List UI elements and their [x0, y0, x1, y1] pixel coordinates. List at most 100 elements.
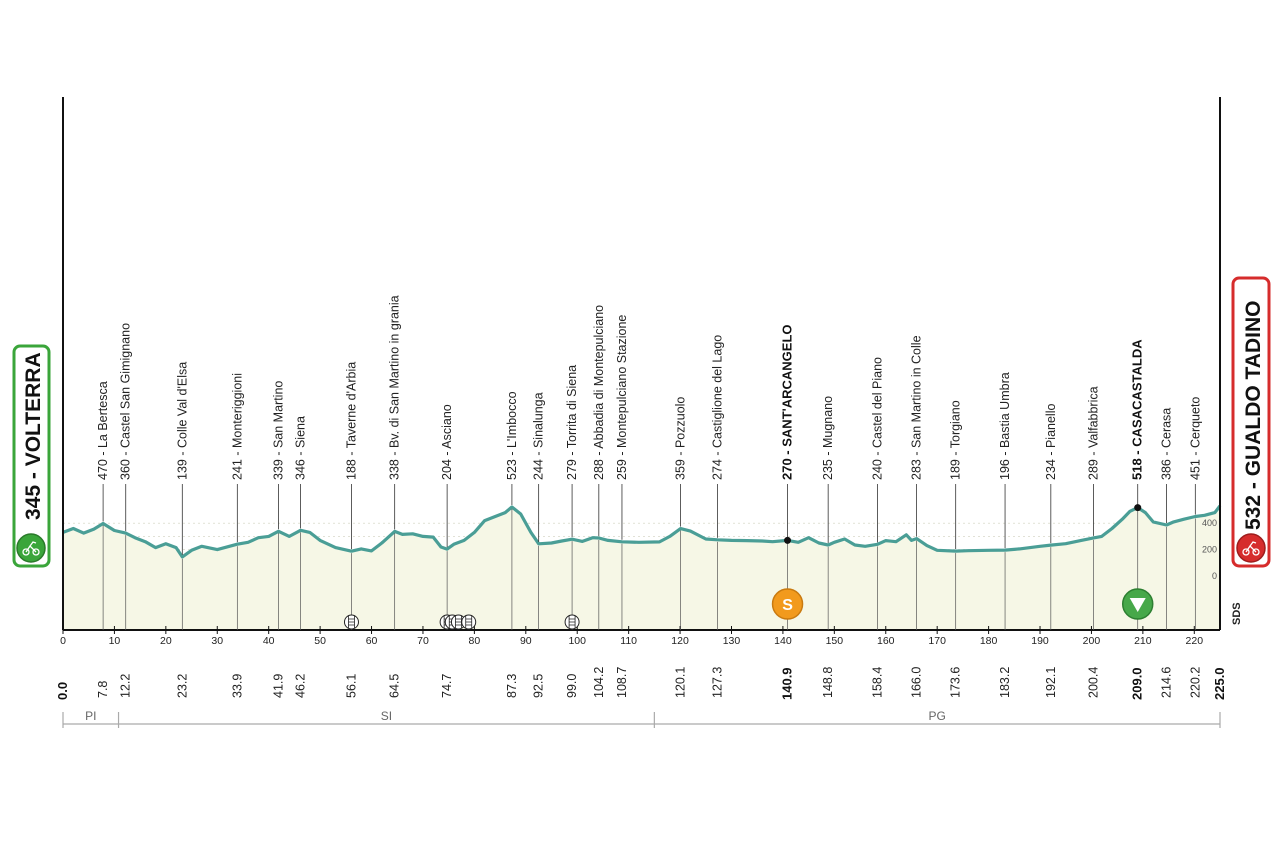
x-tick-label: 60: [366, 635, 378, 647]
place-km-label: 108.7: [615, 667, 629, 698]
province-label: PI: [85, 709, 96, 723]
start-bike-icon: [16, 533, 46, 563]
kom-dot: [1134, 504, 1142, 512]
level-crossing-glyph: [568, 616, 576, 628]
x-tick-label: 20: [160, 635, 172, 647]
finish-bike-icon: [1236, 533, 1266, 563]
place-label: 188 - Taverne d'Arbia: [344, 362, 358, 480]
sprint-icon: [771, 588, 804, 620]
x-tick-label: 0: [60, 635, 66, 647]
place-km-label: 23.2: [175, 674, 189, 698]
y-tick-label: 400: [1202, 518, 1217, 528]
place-label: 196 - Bastia Umbra: [998, 372, 1012, 480]
place-km-label: 220.2: [1188, 667, 1202, 698]
place-label: 289 - Valfabbrica: [1087, 386, 1101, 480]
place-label: 288 - Abbadia di Montepulciano: [592, 305, 606, 480]
province-bar: PI SI PG: [62, 709, 1221, 728]
place-km-label: 12.2: [119, 674, 133, 698]
x-tick-label: 110: [620, 635, 637, 647]
finish-badge: 532 - GUALDO TADINO: [1231, 276, 1271, 568]
finish-label: 532 - GUALDO TADINO: [1242, 301, 1265, 530]
x-tick-label: 40: [263, 635, 275, 647]
x-tick-label: 200: [1083, 635, 1101, 647]
x-tick-label: 80: [469, 635, 481, 647]
x-tick-label: 220: [1186, 635, 1204, 647]
level-crossing-glyph: [348, 616, 355, 628]
place-km-label: 209.0: [1130, 667, 1145, 700]
level-crossing-glyph: [465, 616, 473, 628]
x-tick-label: 120: [671, 635, 689, 647]
place-km-label: 140.9: [780, 667, 795, 700]
place-label: 234 - Pianello: [1044, 404, 1058, 480]
distance-labels: 7.8 12.2 23.2 33.9 41.9 46.2 56.1 64.5 74.7 87.3 9…: [55, 667, 1227, 700]
place-km-label: 148.8: [821, 667, 835, 698]
place-km-label: 173.6: [949, 667, 963, 698]
place-labels: 470 - La Bertesca 360 - Castel San Gimign…: [96, 295, 1202, 630]
place-km-label: 214.6: [1160, 667, 1174, 698]
place-km-label: 166.0: [910, 667, 924, 698]
place-label: 139 - Colle Val d'Elsa: [175, 362, 189, 480]
start-bike-rider-icon: [25, 541, 37, 553]
place-label: 283 - San Martino in Colle: [910, 335, 924, 480]
sprint-symbol: S: [782, 597, 793, 614]
x-tick-label: 160: [877, 635, 895, 647]
province-label: PG: [929, 709, 946, 723]
endpoint-km-label: 225.0: [1212, 667, 1227, 700]
place-km-label: 99.0: [565, 674, 579, 698]
start-bike-wheel-right-icon: [32, 548, 40, 556]
y-tick-label: 200: [1202, 545, 1217, 555]
place-label: 189 - Torgiano: [949, 400, 963, 480]
start-label: 345 - VOLTERRA: [22, 352, 45, 520]
province-label: SI: [381, 709, 392, 723]
place-label: 244 - Sinalunga: [532, 392, 546, 480]
elevation-area: [62, 504, 1222, 630]
place-label: 274 - Castiglione del Lago: [711, 335, 725, 480]
place-km-label: 56.1: [344, 674, 358, 698]
x-tick-label: 70: [417, 635, 429, 647]
x-tick-label: 190: [1031, 635, 1049, 647]
place-label: 259 - Montepulciano Stazione: [615, 315, 629, 480]
place-label: 339 - San Martino: [271, 381, 285, 480]
place-label: 470 - La Bertesca: [96, 381, 110, 480]
x-tick-label: 210: [1134, 635, 1152, 647]
place-label: 359 - Pozzuolo: [674, 397, 688, 480]
place-km-label: 41.9: [271, 674, 285, 698]
place-label: 451 - Cerqueto: [1188, 397, 1202, 480]
x-tick-label: 150: [826, 635, 844, 647]
place-km-label: 7.8: [96, 681, 110, 698]
place-label: 346 - Siena: [294, 416, 308, 480]
place-km-label: 192.1: [1044, 667, 1058, 698]
x-tick-label: 130: [723, 635, 741, 647]
x-tick-label: 90: [520, 635, 532, 647]
endpoint-km-label: 0.0: [55, 682, 70, 700]
x-tick-label: 180: [980, 635, 998, 647]
finish-frame: [1231, 276, 1271, 568]
x-tick-label: 100: [568, 635, 586, 647]
special-markers: S: [343, 504, 1154, 630]
place-km-label: 74.7: [440, 674, 454, 698]
place-km-label: 87.3: [505, 674, 519, 698]
place-label: 240 - Castel del Piano: [871, 357, 885, 480]
place-label: 386 - Cerasa: [1160, 408, 1174, 480]
place-km-label: 64.5: [388, 674, 402, 698]
place-label: 241 - Monteriggioni: [230, 373, 244, 480]
x-tick-label: 140: [774, 635, 792, 647]
finish-bike-wheel-left-icon: [1242, 548, 1250, 556]
place-label: 523 - L'Imbocco: [505, 391, 519, 480]
x-tick-label: 30: [211, 635, 223, 647]
finish-bike-rider-icon: [1245, 541, 1257, 553]
place-label: 204 - Asciano: [440, 404, 454, 480]
place-km-label: 183.2: [998, 667, 1012, 698]
x-axis-ticks: 0 10 20 30 40 50 60 70 80 90 100 110 120 130 140 150 160…: [60, 626, 1203, 647]
start-bike-wheel-left-icon: [22, 548, 30, 556]
place-km-label: 120.1: [674, 667, 688, 698]
elevation-line: [62, 504, 1222, 559]
place-label: 235 - Mugnano: [821, 396, 835, 480]
place-label: 279 - Torrita di Siena: [565, 365, 579, 480]
place-label: 338 - Bv. di San Martino in grania: [388, 295, 402, 480]
place-km-label: 46.2: [294, 674, 308, 698]
finish-bike-wheel-right-icon: [1252, 548, 1260, 556]
place-km-label: 92.5: [532, 674, 546, 698]
place-km-label: 158.4: [871, 667, 885, 698]
